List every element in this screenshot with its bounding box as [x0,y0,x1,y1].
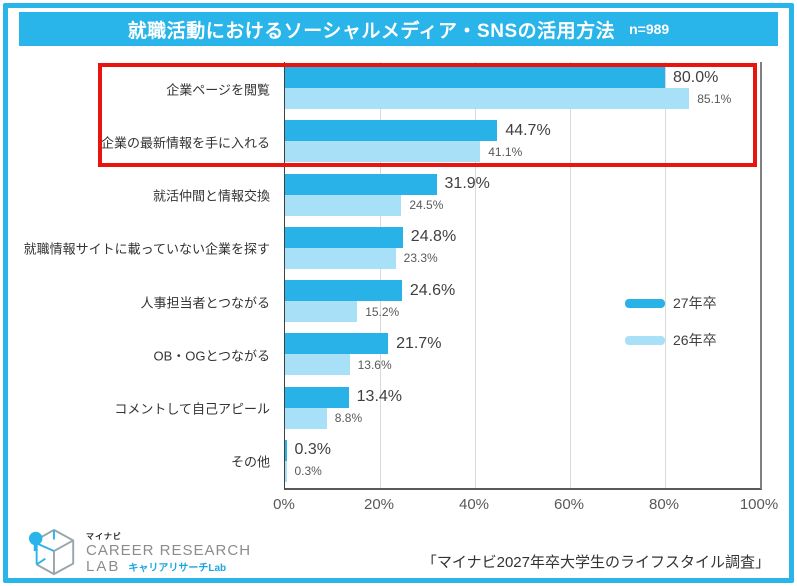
legend-swatch [625,298,665,308]
value-label-27年卒: 13.4% [356,388,403,405]
bar-26年卒 [285,407,327,429]
bar-26年卒 [285,301,358,322]
legend-label: 27年卒 [673,295,717,311]
value-label-26年卒: 8.8% [334,411,363,425]
value-label-26年卒: 85.1% [697,91,732,106]
bar-27年卒 [285,67,665,88]
bar-27年卒 [285,226,403,248]
category-label: 就職情報サイトに載っていない企業を探す [23,241,270,257]
category-label: その他 [230,454,270,470]
gridline [380,62,381,488]
bar-27年卒 [285,439,287,461]
bar-26年卒 [285,247,396,269]
category-label: コメントして自己アピール [114,401,270,417]
x-tick-label: 20% [363,496,395,513]
value-label-27年卒: 80.0% [673,68,719,86]
legend-item-26年卒: 26年卒 [625,330,717,350]
career-research-lab-logo: マイナビ CAREER RESEARCH LAB キャリアリサーチLab [28,526,251,583]
bar-26年卒 [285,460,287,482]
chart-title: 就職活動におけるソーシャルメディア・SNSの活用方法 [127,20,616,42]
page-border-frame [3,3,794,583]
legend-item-27年卒: 27年卒 [625,293,717,313]
value-label-26年卒: 23.3% [403,251,438,266]
value-label-27年卒: 24.8% [410,228,457,246]
gridline [475,62,476,488]
logo-line2-sub: キャリアリサーチLab [128,563,227,575]
sample-size: n=989 [629,21,670,37]
source-citation: 「マイナビ2027年卒大学生のライフスタイル調査」 [421,554,770,571]
gridline [665,62,666,488]
bar-26年卒 [285,194,402,216]
x-tick-label: 40% [458,496,490,513]
cube-pin-logo-icon [28,526,78,583]
value-label-27年卒: 21.7% [396,334,442,352]
category-axis: 企業ページを閲覧企業の最新情報を手に入れる就活仲間と情報交換就職情報サイトに載っ… [0,62,276,488]
value-label-27年卒: 24.6% [409,281,456,299]
value-label-26年卒: 41.1% [488,144,523,159]
category-label: 人事担当者とつながる [140,295,270,311]
category-label: OB・OGとつながる [153,348,271,364]
logo-text: マイナビ CAREER RESEARCH LAB キャリアリサーチLab [86,532,252,576]
legend-swatch [625,335,665,345]
bar-27年卒 [285,173,437,195]
bar-26年卒 [285,88,690,109]
category-label: 就活仲間と情報交換 [152,188,270,204]
x-axis: 0% 20% 40% 60% 80% 100% [273,496,778,516]
x-tick-label: 100% [739,496,779,513]
x-tick-label: 0% [273,496,295,513]
value-label-26年卒: 15.2% [365,304,400,319]
value-label-26年卒: 0.3% [294,464,322,479]
category-label: 企業の最新情報を手に入れる [100,135,270,151]
legend-label: 26年卒 [673,332,717,348]
bar-27年卒 [285,386,349,408]
value-label-27年卒: 31.9% [444,175,490,192]
x-tick-label: 80% [648,496,680,513]
value-label-26年卒: 13.6% [357,357,392,372]
gridline [570,62,571,488]
logo-brand-small: マイナビ [86,532,122,542]
plot-area: 80.0% 85.1% 44.7% 41.1% 31.9% 24.5% 24.8% 23.3%… [284,62,762,490]
bar-26年卒 [285,354,350,376]
chart-title-bar: 就職活動におけるソーシャルメディア・SNSの活用方法 n=989 [19,12,778,46]
value-label-26年卒: 24.5% [409,198,444,212]
bar-26年卒 [285,141,481,163]
value-label-27年卒: 44.7% [505,121,551,139]
bar-27年卒 [285,333,389,355]
bar-27年卒 [285,280,402,301]
x-tick-label: 60% [553,496,585,513]
bar-27年卒 [285,120,498,142]
legend: 27年卒 26年卒 [625,293,755,373]
category-label: 企業ページを閲覧 [166,82,270,98]
logo-line1: CAREER RESEARCH [86,541,252,559]
logo-line2: LAB [86,558,121,576]
value-label-27年卒: 0.3% [294,441,331,459]
